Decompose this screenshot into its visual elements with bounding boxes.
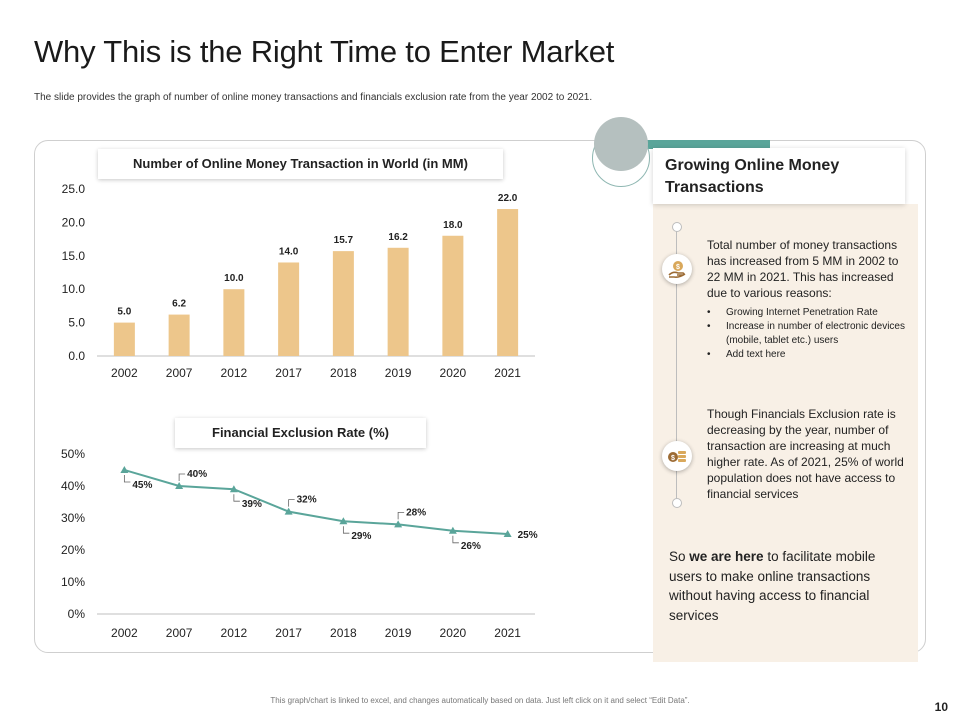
leader-line — [288, 499, 295, 507]
leader-line — [342, 526, 350, 534]
closing-statement: So we are here to facilitate mobile user… — [669, 549, 876, 623]
data-point — [229, 485, 238, 493]
x-tick-label: 2012 — [221, 626, 248, 640]
data-label: 39% — [242, 499, 262, 510]
accent-bar — [646, 140, 770, 149]
data-point — [120, 466, 129, 473]
page-number: 10 — [934, 700, 948, 714]
x-tick-label: 2018 — [330, 626, 357, 640]
x-tick-label: 2019 — [385, 626, 412, 640]
bar — [442, 235, 464, 356]
data-label: 32% — [297, 495, 317, 506]
data-label: 22.0 — [498, 193, 518, 204]
x-tick-label: 2018 — [330, 366, 357, 380]
bar — [387, 247, 409, 356]
leader-line — [397, 512, 405, 520]
data-label: 45% — [132, 480, 152, 491]
y-tick-label: 5.0 — [68, 316, 85, 330]
line-chart-title: Financial Exclusion Rate (%) — [175, 418, 426, 448]
bar-chart-title: Number of Online Money Transaction in Wo… — [98, 149, 503, 179]
leader-line — [178, 473, 186, 481]
data-label: 26% — [461, 541, 481, 552]
data-label: 6.2 — [172, 299, 186, 310]
data-label: 10.0 — [224, 273, 244, 284]
decorative-circle — [594, 117, 648, 171]
slide-title: Why This is the Right Time to Enter Mark… — [34, 34, 615, 69]
leader-line — [123, 475, 131, 483]
data-label: 29% — [351, 531, 371, 542]
list-item: • Growing Internet Penetration Rate — [707, 307, 878, 318]
reasons-list: • Growing Internet Penetration Rate • Incr… — [707, 306, 907, 362]
data-label: 18.0 — [443, 220, 463, 231]
data-label: 40% — [187, 469, 207, 480]
timeline-dot — [672, 498, 682, 508]
data-point — [339, 517, 348, 525]
x-tick-label: 2021 — [494, 626, 521, 640]
timeline-dot — [672, 222, 682, 232]
exclusion-description: Though Financials Exclusion rate is decr… — [707, 407, 904, 501]
bar — [332, 251, 354, 356]
bar — [168, 314, 190, 356]
money-hand-icon: $ — [662, 254, 692, 284]
transactions-description: Total number of money transactions has i… — [707, 238, 899, 300]
leader-line — [452, 535, 459, 544]
y-tick-label: 10.0 — [62, 282, 86, 296]
data-label: 28% — [406, 507, 426, 518]
content-panel — [34, 140, 926, 653]
x-tick-label: 2002 — [111, 366, 138, 380]
y-tick-label: 0.0 — [68, 349, 85, 363]
x-tick-label: 2021 — [494, 366, 521, 380]
data-point — [394, 520, 403, 528]
data-label: 14.0 — [279, 246, 299, 257]
x-tick-label: 2017 — [275, 626, 302, 640]
x-tick-label: 2017 — [275, 366, 302, 380]
x-tick-label: 2020 — [440, 626, 467, 640]
data-point — [448, 526, 457, 534]
data-label: 15.7 — [334, 235, 354, 246]
right-panel-background — [653, 204, 918, 662]
x-tick-label: 2007 — [166, 626, 193, 640]
bar — [223, 289, 245, 356]
y-tick-label: 10% — [61, 575, 85, 589]
y-tick-label: 25.0 — [62, 182, 86, 196]
svg-text:$: $ — [676, 264, 680, 271]
x-tick-label: 2019 — [385, 366, 412, 380]
x-tick-label: 2002 — [111, 626, 138, 640]
coins-icon: $ — [662, 441, 692, 471]
slide-subtitle: The slide provides the graph of number o… — [34, 92, 593, 103]
bar — [113, 322, 135, 356]
data-point — [503, 530, 512, 537]
series-line — [124, 469, 508, 535]
timeline-line — [676, 226, 677, 502]
data-label: 16.2 — [388, 232, 408, 243]
y-tick-label: 15.0 — [62, 249, 86, 263]
y-tick-label: 20% — [61, 543, 85, 557]
data-label: 5.0 — [117, 307, 131, 318]
bar — [497, 209, 519, 356]
x-tick-label: 2012 — [221, 366, 248, 380]
footer-note: This graph/chart is linked to excel, and… — [270, 696, 690, 705]
x-tick-label: 2007 — [166, 366, 193, 380]
y-tick-label: 20.0 — [62, 215, 86, 229]
y-tick-label: 50% — [61, 447, 85, 461]
data-point — [175, 482, 184, 489]
list-item: • Increase in number of electronic device… — [707, 321, 905, 346]
svg-text:$: $ — [671, 455, 675, 462]
y-tick-label: 40% — [61, 479, 85, 493]
x-tick-label: 2020 — [440, 366, 467, 380]
bar — [278, 262, 300, 356]
leader-line — [233, 494, 240, 502]
data-label: 25% — [518, 530, 538, 541]
y-tick-label: 30% — [61, 511, 85, 525]
list-item: • Add text here — [707, 349, 786, 360]
data-point — [284, 507, 293, 515]
right-panel-heading: Growing Online Money Transactions — [653, 148, 905, 204]
y-tick-label: 0% — [68, 607, 86, 621]
